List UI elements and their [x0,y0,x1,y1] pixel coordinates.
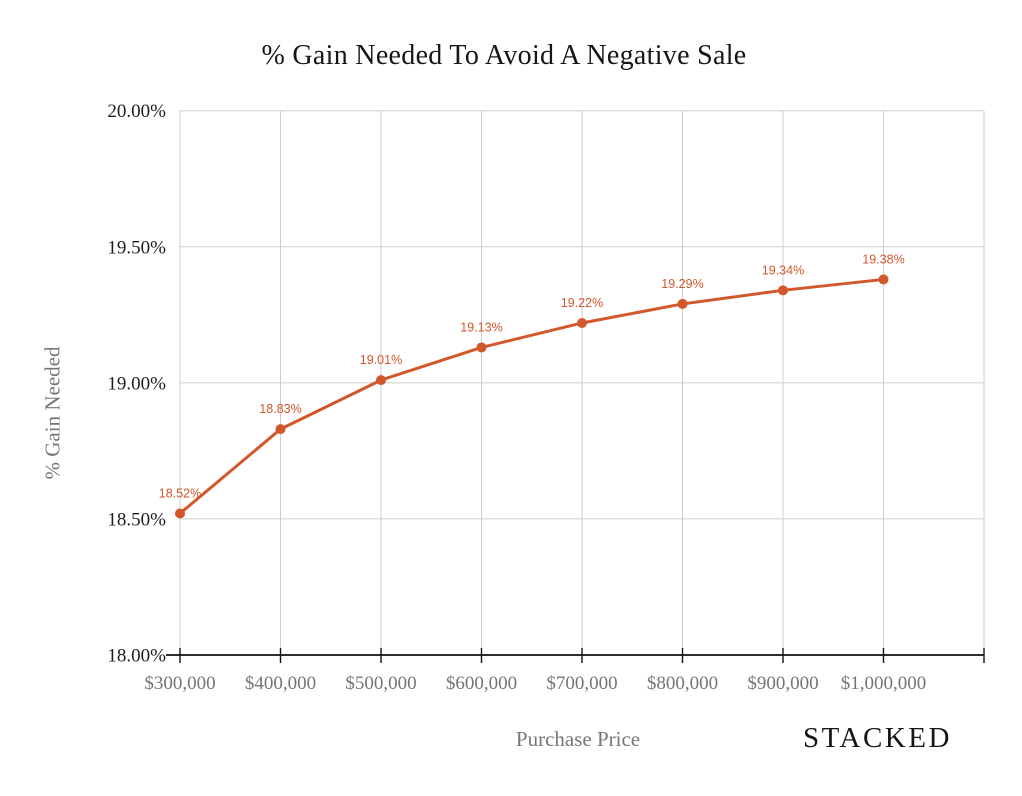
stacked-logo: STACKED [803,722,952,754]
data-point-label: 18.83% [259,402,301,416]
x-tick-label: $800,000 [647,673,718,694]
x-tick-label: $600,000 [446,673,517,694]
x-tick-label: $400,000 [245,673,316,694]
y-tick-label: 18.00% [107,646,166,667]
data-point-label: 18.52% [159,486,201,500]
data-point [577,317,587,328]
x-tick-label: $1,000,000 [841,673,927,694]
x-tick-label: $500,000 [345,673,416,694]
data-point [476,342,487,353]
y-tick-label: 19.00% [107,373,166,394]
y-tick-label: 20.00% [107,101,166,122]
y-tick-label: 19.50% [107,237,166,258]
data-point [175,508,185,519]
data-point [677,298,688,309]
data-point-label: 19.22% [561,296,603,310]
data-point-label: 19.34% [762,263,804,277]
y-tick-label: 18.50% [107,509,166,530]
data-point [275,424,286,435]
data-point [878,274,889,285]
x-tick-label: $700,000 [546,673,617,694]
data-point [376,375,386,386]
x-tick-label: $300,000 [144,673,215,694]
data-point-label: 19.38% [862,252,904,266]
x-tick-label: $900,000 [747,673,818,694]
data-point-label: 19.01% [360,353,402,367]
series-line [178,277,885,515]
data-point [778,285,788,296]
data-point-label: 19.13% [460,320,502,334]
chart-title: % Gain Needed To Avoid A Negative Sale [261,40,747,71]
x-axis-title: Purchase Price [515,727,641,751]
data-point-label: 19.29% [661,277,703,291]
